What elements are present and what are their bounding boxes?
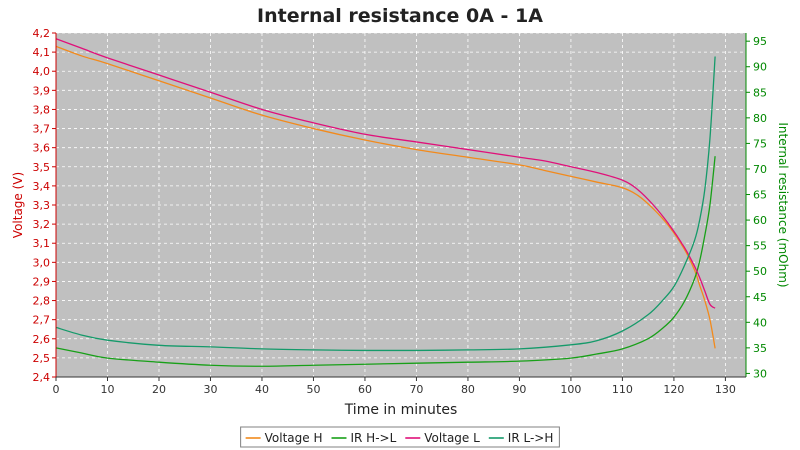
x-tick-labels: 0 10 20 30 40 50 60 70 80 90 100 110 120 130 — [53, 377, 736, 396]
y-tick-label: 3,3 — [33, 199, 51, 212]
y-tick-label: 4,0 — [33, 65, 51, 78]
legend-box — [240, 426, 560, 448]
y-tick-label: 2,6 — [33, 333, 51, 346]
y-tick-label: 3,2 — [33, 218, 51, 231]
legend: Voltage H IR H->L Voltage L IR L->H — [240, 426, 560, 448]
y-axis-title: Voltage (V) — [11, 172, 25, 238]
x-tick-label: 10 — [100, 383, 114, 396]
x-tick-label: 120 — [663, 383, 684, 396]
y-tick-label: 2,4 — [33, 371, 51, 384]
y2-tick-label: 55 — [753, 240, 767, 253]
y-tick-label: 3,4 — [33, 180, 51, 193]
x-tick-label: 90 — [512, 383, 526, 396]
y-tick-label: 3,6 — [33, 142, 51, 155]
y-tick-label: 2,8 — [33, 295, 51, 308]
y2-tick-labels: 30 35 40 45 50 55 60 65 70 75 80 85 90 95 — [746, 35, 767, 380]
x-tick-label: 130 — [715, 383, 736, 396]
x-tick-label: 30 — [203, 383, 217, 396]
y2-tick-label: 70 — [753, 163, 767, 176]
y-tick-label: 3,5 — [33, 161, 51, 174]
series-layer — [55, 38, 716, 367]
x-tick-label: 40 — [255, 383, 269, 396]
y-tick-label: 2,7 — [33, 314, 51, 327]
y2-tick-label: 50 — [753, 265, 767, 278]
y-tick-label: 4,2 — [33, 27, 51, 40]
x-tick-label: 100 — [560, 383, 581, 396]
y2-tick-label: 95 — [753, 35, 767, 48]
series-line-voltage-h — [55, 45, 716, 349]
x-tick-label: 50 — [306, 383, 320, 396]
legend-item-label: Voltage L — [424, 431, 480, 445]
y2-tick-label: 90 — [753, 61, 767, 74]
x-tick-label: 0 — [53, 383, 60, 396]
legend-item-label: Voltage H — [265, 431, 323, 445]
series-line-ir-l-h — [55, 56, 716, 352]
y2-tick-label: 80 — [753, 112, 767, 125]
y2-tick-label: 35 — [753, 342, 767, 355]
y-tick-labels: 2,4 2,5 2,6 2,7 2,8 2,9 3,0 3,1 3,2 3,3 3,4 3,5 3,6 3… — [33, 27, 56, 384]
y2-tick-label: 45 — [753, 291, 767, 304]
legend-item-label: IR L->H — [508, 431, 554, 445]
series-line-ir-h-l — [55, 156, 716, 367]
y-tick-label: 3,1 — [33, 237, 51, 250]
y-tick-label: 3,9 — [33, 84, 51, 97]
y2-axis-title: Internal resistance (mOhm) — [776, 122, 790, 287]
y2-tick-label: 40 — [753, 316, 767, 329]
y-tick-label: 2,9 — [33, 275, 51, 288]
y-tick-label: 3,7 — [33, 123, 51, 136]
legend-item-label: IR H->L — [350, 431, 396, 445]
x-tick-label: 60 — [358, 383, 372, 396]
y2-tick-label: 65 — [753, 189, 767, 202]
y-tick-label: 3,0 — [33, 256, 51, 269]
grid-lines — [55, 32, 746, 378]
y2-tick-label: 30 — [753, 367, 767, 380]
chart-title: Internal resistance 0A - 1A — [257, 5, 543, 27]
x-tick-label: 110 — [612, 383, 633, 396]
y2-tick-label: 60 — [753, 214, 767, 227]
y-tick-label: 3,8 — [33, 103, 51, 116]
x-axis-title: Time in minutes — [344, 402, 458, 418]
y2-tick-label: 85 — [753, 86, 767, 99]
y2-tick-label: 75 — [753, 137, 767, 150]
x-tick-label: 80 — [461, 383, 475, 396]
series-line-voltage-l — [55, 38, 716, 309]
x-tick-label: 70 — [409, 383, 423, 396]
y-tick-label: 2,5 — [33, 352, 51, 365]
x-tick-label: 20 — [152, 383, 166, 396]
y-tick-label: 4,1 — [33, 46, 51, 59]
